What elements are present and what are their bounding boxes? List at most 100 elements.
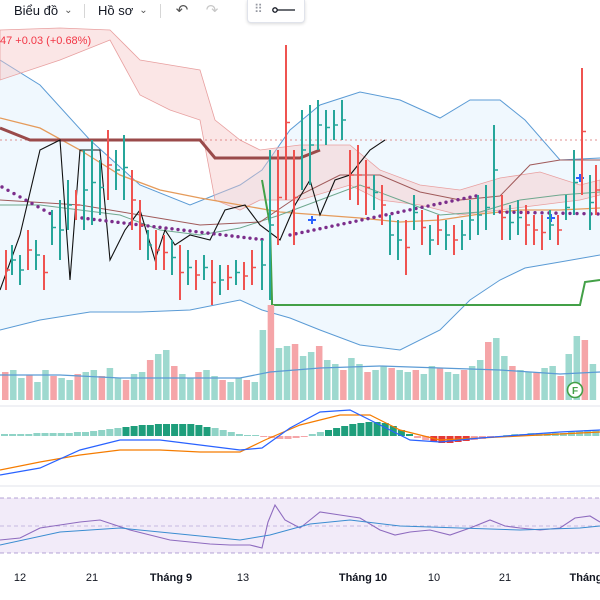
volume-bar bbox=[82, 372, 89, 400]
chart-menu-button[interactable]: Biểu đồ ⌄ bbox=[14, 0, 72, 20]
psar-dot bbox=[318, 227, 322, 231]
macd-histogram-bar bbox=[187, 424, 195, 436]
macd-histogram-bar bbox=[316, 432, 324, 436]
macd-histogram-bar bbox=[82, 432, 89, 436]
volume-bar bbox=[541, 368, 548, 400]
volume-bar bbox=[476, 360, 484, 400]
macd-histogram-bar bbox=[9, 434, 17, 436]
psar-dot bbox=[218, 232, 222, 237]
volume-bar bbox=[283, 346, 291, 400]
psar-dot bbox=[42, 208, 46, 212]
time-axis-label: 21 bbox=[85, 572, 99, 584]
volume-bar bbox=[452, 374, 460, 400]
profile-menu-label: Hồ sơ bbox=[98, 2, 134, 18]
psar-dot bbox=[396, 210, 400, 215]
volume-bar bbox=[364, 372, 371, 400]
psar-dot bbox=[188, 229, 192, 233]
psar-dot bbox=[116, 220, 120, 225]
psar-dot bbox=[0, 185, 4, 189]
psar-dot bbox=[330, 224, 334, 228]
psar-dot bbox=[474, 194, 478, 198]
volume-bar bbox=[267, 305, 275, 400]
volume-bar bbox=[404, 372, 411, 400]
volume-bar bbox=[90, 370, 98, 400]
psar-dot bbox=[444, 200, 448, 204]
psar-dot bbox=[360, 218, 364, 222]
volume-bar bbox=[122, 380, 130, 400]
psar-dot bbox=[36, 205, 40, 209]
volume-bar bbox=[195, 372, 202, 400]
macd-histogram-bar bbox=[559, 433, 567, 436]
psar-dot bbox=[450, 199, 454, 203]
volume-bar bbox=[34, 382, 41, 400]
volume-bar bbox=[396, 370, 403, 400]
macd-histogram-bar bbox=[1, 434, 8, 436]
macd-histogram-bar bbox=[244, 435, 251, 436]
psar-dot bbox=[24, 198, 28, 202]
psar-dot bbox=[12, 191, 16, 196]
volume-bar bbox=[154, 354, 162, 400]
macd-pane bbox=[0, 409, 600, 476]
macd-histogram-bar bbox=[325, 430, 332, 436]
macd-histogram-bar bbox=[195, 425, 203, 436]
psar-dot bbox=[519, 210, 523, 215]
macd-histogram-bar bbox=[203, 427, 211, 436]
chevron-down-icon: ⌄ bbox=[64, 4, 73, 16]
macd-histogram-bar bbox=[163, 424, 170, 436]
rsi-line bbox=[0, 503, 600, 549]
bollinger-fill bbox=[0, 60, 600, 350]
psar-dot bbox=[554, 211, 558, 215]
psar-dot bbox=[294, 232, 298, 236]
psar-dot bbox=[18, 195, 22, 199]
psar-dot bbox=[432, 203, 436, 207]
macd-histogram-bar bbox=[171, 424, 179, 436]
volume-bar bbox=[356, 364, 363, 400]
horizontal-line-tool-icon[interactable] bbox=[272, 6, 296, 14]
redo-icon[interactable]: ↷ bbox=[205, 2, 219, 19]
psar-dot bbox=[498, 210, 502, 214]
event-marker[interactable]: F bbox=[566, 381, 584, 399]
volume-bar bbox=[372, 370, 379, 400]
psar-dot bbox=[98, 218, 102, 222]
macd-histogram-bar bbox=[130, 426, 138, 436]
time-axis[interactable]: 12 21 Tháng 9 13 Tháng 10 10 21 Tháng bbox=[0, 562, 600, 600]
volume-bar bbox=[2, 372, 9, 400]
drag-handle-icon[interactable]: ⠿ bbox=[254, 2, 263, 16]
macd-histogram-bar bbox=[65, 433, 73, 436]
psar-dot bbox=[378, 214, 382, 218]
toolbar-divider bbox=[160, 4, 161, 18]
psar-dot bbox=[568, 211, 572, 216]
psar-dot bbox=[248, 236, 252, 240]
psar-dot bbox=[512, 210, 516, 214]
volume-bar bbox=[493, 338, 500, 400]
psar-dot bbox=[300, 230, 304, 235]
macd-histogram-bar bbox=[308, 434, 316, 436]
undo-icon[interactable]: ↶ bbox=[175, 2, 189, 19]
psar-dot bbox=[372, 215, 376, 220]
chart-canvas[interactable]: F bbox=[0, 24, 600, 562]
volume-bar bbox=[549, 366, 556, 400]
volume-bar bbox=[307, 352, 315, 400]
volume-bar bbox=[460, 370, 468, 400]
macd-histogram-bar bbox=[73, 432, 81, 436]
macd-histogram-bar bbox=[422, 436, 430, 440]
profile-menu-button[interactable]: Hồ sơ ⌄ bbox=[98, 0, 148, 20]
volume-bar bbox=[10, 370, 17, 400]
volume-bar bbox=[299, 356, 307, 400]
toolbar-divider bbox=[84, 4, 85, 18]
psar-dot bbox=[200, 230, 204, 235]
psar-dot bbox=[182, 228, 186, 232]
macd-histogram-bar bbox=[276, 436, 284, 439]
volume-bar bbox=[468, 366, 476, 400]
macd-histogram-bar bbox=[219, 430, 227, 436]
macd-histogram-bar bbox=[146, 425, 154, 436]
volume-bar bbox=[138, 372, 146, 400]
psar-dot bbox=[104, 219, 108, 223]
psar-dot bbox=[242, 235, 246, 240]
volume-bar bbox=[348, 358, 355, 400]
macd-histogram-bar bbox=[57, 433, 65, 436]
volume-bar bbox=[436, 368, 444, 400]
psar-dot bbox=[505, 210, 509, 214]
macd-histogram-bar bbox=[235, 434, 243, 436]
macd-histogram-bar bbox=[138, 425, 146, 436]
